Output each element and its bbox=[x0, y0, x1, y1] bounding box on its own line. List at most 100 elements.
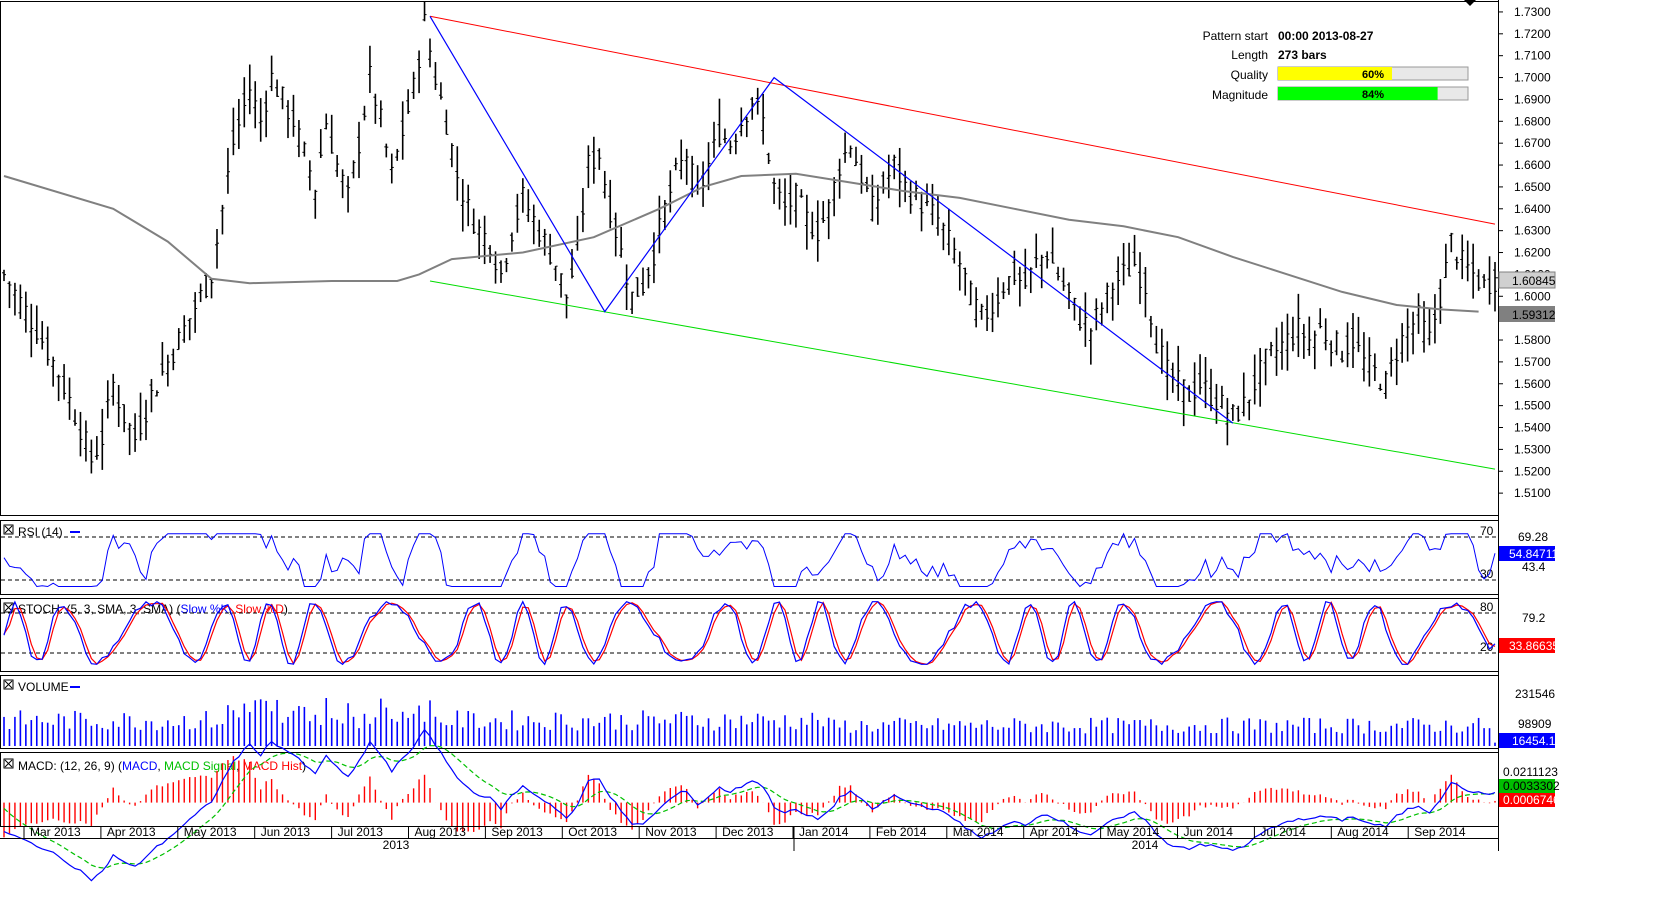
price-bar bbox=[657, 195, 662, 254]
month-label: Sep 2014 bbox=[1414, 825, 1466, 839]
price-bar bbox=[351, 160, 356, 179]
month-label: Jun 2014 bbox=[1184, 825, 1234, 839]
price-bar bbox=[1067, 282, 1071, 310]
price-tick-label: 1.5400 bbox=[1514, 421, 1551, 435]
price-bar bbox=[580, 187, 585, 233]
price-tick-label: 1.6800 bbox=[1514, 114, 1551, 128]
price-tick-label: 1.5600 bbox=[1514, 377, 1551, 391]
price-bar bbox=[728, 140, 733, 155]
price-bar bbox=[187, 318, 192, 341]
price-axis: 1.7300 1.7200 1.7100 1.7000 1.6900 1.6800 1.67… bbox=[1498, 5, 1551, 500]
price-bar bbox=[1159, 328, 1164, 374]
price-bar bbox=[269, 55, 274, 92]
price-bar bbox=[1050, 227, 1055, 264]
price-bar bbox=[952, 237, 957, 264]
panel-menu-arrow-icon[interactable] bbox=[1464, 0, 1476, 6]
volume-tick-high: 231546 bbox=[1515, 687, 1555, 701]
price-bar bbox=[1121, 243, 1126, 286]
price-bar bbox=[837, 158, 842, 199]
price-bar bbox=[586, 145, 591, 189]
price-bar bbox=[373, 93, 378, 124]
price-bar bbox=[1323, 318, 1328, 351]
price-bar bbox=[105, 380, 110, 419]
price-bar bbox=[1214, 383, 1219, 424]
price-bar bbox=[438, 82, 443, 100]
price-bar bbox=[935, 195, 940, 236]
price-bar bbox=[236, 98, 241, 150]
price-bar bbox=[1432, 294, 1437, 344]
price-bar bbox=[176, 328, 181, 351]
price-bar bbox=[477, 219, 482, 259]
price-bar bbox=[384, 143, 389, 158]
price-bar bbox=[537, 219, 542, 247]
price-bar bbox=[346, 176, 351, 213]
price-bar bbox=[400, 101, 405, 160]
price-bar bbox=[329, 114, 334, 154]
moving-average-line bbox=[3, 172, 1479, 313]
panel-frame bbox=[0, 675, 1499, 749]
rsi-value: 54.84711 bbox=[1509, 547, 1558, 561]
price-bar bbox=[378, 100, 383, 128]
price-bar bbox=[733, 133, 738, 155]
price-bar bbox=[722, 128, 727, 144]
price-bar bbox=[1416, 293, 1421, 334]
time-axis: Mar 2013 Apr 2013 May 2013 Jun 2013 Jul 2013… bbox=[0, 825, 1498, 852]
ma-price-value: 1.59312 bbox=[1512, 308, 1556, 322]
price-bar bbox=[968, 280, 973, 306]
price-bar bbox=[591, 136, 596, 184]
price-bar bbox=[777, 178, 782, 210]
price-bar bbox=[1198, 354, 1203, 395]
pattern-zigzag bbox=[429, 15, 1234, 424]
price-bar bbox=[1367, 337, 1372, 387]
macd-signal-box bbox=[1499, 779, 1555, 793]
price-bar bbox=[395, 148, 400, 161]
price-bar bbox=[428, 38, 432, 68]
price-bar bbox=[83, 420, 88, 462]
price-bar bbox=[1280, 321, 1284, 370]
price-bar bbox=[111, 373, 116, 406]
price-bar bbox=[455, 146, 460, 201]
volume-close-x-icon bbox=[4, 680, 13, 689]
macd-line bbox=[3, 728, 1496, 882]
price-bar bbox=[154, 390, 159, 397]
price-bar bbox=[668, 170, 673, 213]
price-bar bbox=[1329, 340, 1334, 367]
price-bar bbox=[302, 141, 307, 157]
price-bar bbox=[1443, 243, 1448, 279]
price-bar bbox=[1230, 404, 1235, 421]
price-bar bbox=[1487, 256, 1492, 305]
price-bar bbox=[1192, 362, 1197, 417]
price-bar bbox=[433, 62, 438, 90]
price-bar bbox=[182, 315, 187, 343]
month-label: Apr 2013 bbox=[107, 825, 156, 839]
macd-histogram bbox=[3, 756, 1496, 838]
price-bar bbox=[1258, 347, 1263, 407]
price-bar bbox=[744, 116, 749, 138]
price-bar bbox=[1061, 267, 1066, 291]
macd-title-suffix: ) bbox=[302, 759, 306, 773]
price-bar bbox=[138, 392, 143, 441]
price-bar bbox=[1099, 302, 1104, 326]
price-bar bbox=[40, 321, 45, 350]
price-bar bbox=[29, 303, 34, 358]
price-bar bbox=[1493, 261, 1497, 312]
price-bar bbox=[870, 174, 875, 222]
price-tick-label: 1.5200 bbox=[1514, 464, 1551, 478]
quality-bar-fill bbox=[1278, 67, 1392, 80]
price-bar bbox=[193, 292, 198, 333]
price-bar bbox=[892, 154, 897, 180]
price-bar bbox=[624, 264, 629, 310]
magnitude-label: Magnitude bbox=[1212, 88, 1268, 102]
price-bar bbox=[1394, 338, 1399, 386]
rsi-level-70-label: 70 bbox=[1480, 524, 1494, 538]
volume-value-box bbox=[1499, 733, 1555, 748]
price-bar bbox=[1165, 341, 1170, 401]
price-bar bbox=[335, 155, 340, 177]
price-bar bbox=[220, 204, 225, 235]
price-bar bbox=[89, 439, 94, 474]
macd-signal-name: MACD Signal bbox=[164, 759, 236, 773]
pattern-info: Pattern start 00:00 2013-08-27 Length 27… bbox=[1203, 29, 1469, 102]
price-bar bbox=[1203, 356, 1208, 409]
price-bar bbox=[1471, 243, 1476, 299]
price-bar bbox=[509, 232, 514, 252]
